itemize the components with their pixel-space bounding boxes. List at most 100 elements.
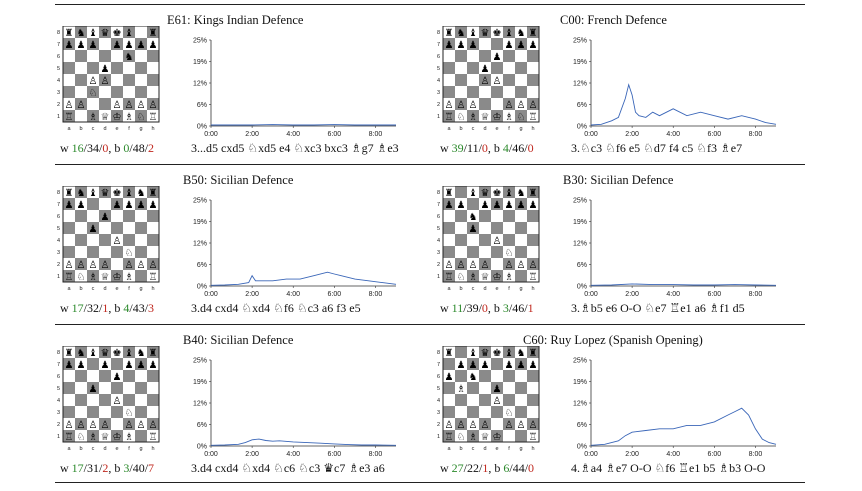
board-square bbox=[515, 110, 527, 122]
chess-piece: ♙ bbox=[481, 260, 490, 271]
file-label: f bbox=[128, 446, 130, 452]
chess-piece: ♟ bbox=[125, 40, 134, 51]
chess-piece: ♙ bbox=[445, 100, 454, 111]
board-square bbox=[135, 74, 147, 86]
board-square bbox=[111, 198, 123, 210]
board-square bbox=[443, 346, 455, 358]
x-tick-label: 4:00 bbox=[286, 451, 300, 458]
board-square bbox=[527, 382, 539, 394]
chess-piece: ♛ bbox=[481, 348, 490, 359]
file-label: a bbox=[67, 446, 71, 452]
y-tick-label: 0% bbox=[197, 124, 207, 131]
board-square bbox=[63, 222, 75, 234]
chess-piece: ♝ bbox=[125, 28, 134, 39]
chess-piece: ♞ bbox=[517, 188, 526, 199]
file-label: h bbox=[151, 286, 154, 292]
y-tick-label: 0% bbox=[197, 444, 207, 451]
file-label: d bbox=[483, 286, 486, 292]
board-square bbox=[123, 26, 135, 38]
board-square bbox=[111, 186, 123, 198]
rank-label: 6 bbox=[437, 374, 440, 380]
board-square bbox=[503, 74, 515, 86]
rank-label: 1 bbox=[57, 434, 60, 440]
y-tick-label: 12% bbox=[573, 81, 587, 88]
losses-count: 2 bbox=[102, 461, 109, 475]
board-square bbox=[491, 394, 503, 406]
board-square bbox=[111, 406, 123, 418]
chess-piece: ♙ bbox=[89, 420, 98, 431]
board-square bbox=[111, 86, 123, 98]
file-label: h bbox=[151, 446, 154, 452]
board-square bbox=[111, 270, 123, 282]
y-tick-label: 19% bbox=[193, 379, 207, 386]
board-square bbox=[99, 74, 111, 86]
chess-piece: ♕ bbox=[101, 272, 110, 283]
board-square bbox=[479, 370, 491, 382]
y-tick-label: 12% bbox=[193, 241, 207, 248]
board-square bbox=[123, 246, 135, 258]
board-square bbox=[491, 406, 503, 418]
file-label: c bbox=[472, 126, 475, 132]
board-square bbox=[515, 86, 527, 98]
chess-piece: ♙ bbox=[65, 260, 74, 271]
chess-piece: ♘ bbox=[457, 112, 466, 123]
board-square bbox=[443, 110, 455, 122]
line-chart: 0% 6% 12% 19% 25% 0:00 2:00 4:00 6:00 8:00 bbox=[193, 358, 397, 458]
file-label: g bbox=[519, 126, 522, 132]
board-square bbox=[87, 246, 99, 258]
chess-piece: ♟ bbox=[149, 40, 158, 51]
chess-piece: ♙ bbox=[65, 100, 74, 111]
board-square bbox=[479, 38, 491, 50]
move-sequence: 3...d5 cxd5 ♘xd5 e4 ♘xc3 bxc3 ♗g7 ♗e3 bbox=[191, 141, 399, 155]
chess-piece: ♔ bbox=[493, 112, 502, 123]
file-label: e bbox=[115, 286, 118, 292]
board-square bbox=[147, 258, 159, 270]
board-square bbox=[515, 98, 527, 110]
board-square bbox=[527, 234, 539, 246]
board-square bbox=[147, 110, 159, 122]
chess-piece: ♟ bbox=[125, 200, 134, 211]
chess-piece: ♜ bbox=[65, 348, 74, 359]
x-tick-label: 4:00 bbox=[666, 131, 680, 138]
board-square bbox=[467, 358, 479, 370]
board-square bbox=[123, 186, 135, 198]
file-label: f bbox=[128, 286, 130, 292]
chess-piece: ♟ bbox=[137, 360, 146, 371]
chess-piece: ♔ bbox=[113, 272, 122, 283]
rank-label: 2 bbox=[437, 262, 440, 268]
chess-piece: ♙ bbox=[149, 260, 158, 271]
chess-piece: ♙ bbox=[457, 420, 466, 431]
losses-count: 0 bbox=[527, 141, 534, 155]
board-square bbox=[527, 86, 539, 98]
chess-piece: ♟ bbox=[481, 360, 490, 371]
board-square bbox=[135, 346, 147, 358]
board-square bbox=[123, 418, 135, 430]
board-square bbox=[467, 86, 479, 98]
board-square bbox=[455, 382, 467, 394]
rank-label: 6 bbox=[437, 214, 440, 220]
chess-piece: ♞ bbox=[137, 188, 146, 199]
board-square bbox=[99, 270, 111, 282]
chess-piece: ♕ bbox=[101, 432, 110, 443]
board-square bbox=[63, 110, 75, 122]
x-tick-label: 4:00 bbox=[666, 291, 680, 298]
board-square bbox=[443, 394, 455, 406]
chess-piece: ♙ bbox=[493, 236, 502, 247]
chess-piece: ♙ bbox=[89, 260, 98, 271]
board-square bbox=[491, 346, 503, 358]
rank-label: 7 bbox=[57, 42, 60, 48]
x-tick-label: 6:00 bbox=[328, 131, 342, 138]
chess-piece: ♞ bbox=[517, 348, 526, 359]
board-square bbox=[123, 74, 135, 86]
board-square bbox=[147, 270, 159, 282]
board-square bbox=[99, 382, 111, 394]
board-square bbox=[111, 382, 123, 394]
chess-piece: ♘ bbox=[77, 272, 86, 283]
board-square bbox=[75, 210, 87, 222]
board-square bbox=[123, 110, 135, 122]
board-square bbox=[135, 246, 147, 258]
chess-piece: ♙ bbox=[113, 236, 122, 247]
wins-count: 39 bbox=[451, 141, 464, 155]
board-square bbox=[455, 246, 467, 258]
